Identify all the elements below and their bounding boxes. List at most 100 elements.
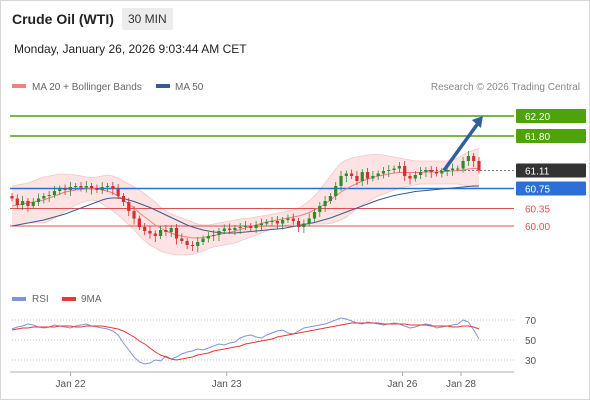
candle-body — [350, 173, 354, 176]
level-label-60.00: 60.00 — [525, 222, 550, 233]
candle-body — [90, 186, 94, 189]
candle-body — [291, 218, 295, 221]
candle-body — [259, 223, 264, 225]
candle-body — [196, 242, 200, 246]
candle-body — [392, 168, 396, 170]
level-label-61.11: 61.11 — [525, 167, 550, 178]
9ma-line — [11, 322, 480, 361]
candle-body — [413, 175, 417, 179]
candle-body — [158, 230, 163, 236]
bollinger-lower-line — [11, 183, 480, 256]
candle-body — [74, 186, 78, 187]
rsi-line — [11, 317, 480, 365]
ma50-legend-swatch — [156, 84, 170, 88]
candle-body — [201, 238, 205, 242]
level-badge-61.80 — [516, 129, 586, 143]
candle-body — [376, 173, 380, 176]
candle-body — [355, 176, 359, 181]
candle-body — [334, 186, 338, 196]
candle-body — [148, 231, 152, 234]
candle-body — [217, 231, 221, 235]
candle-body — [360, 172, 364, 181]
candle-body — [456, 168, 460, 170]
candle-body — [254, 225, 258, 228]
candle-body — [21, 201, 25, 205]
candle-body — [84, 186, 88, 188]
candle-body — [121, 196, 126, 202]
candle-body — [371, 176, 375, 179]
x-tick-label: Jan 26 — [387, 379, 417, 390]
candle-body — [10, 196, 14, 199]
rsi-tick-50: 50 — [525, 336, 537, 347]
candle-body — [307, 218, 311, 224]
rsi-legend-swatch — [12, 297, 26, 301]
rsi-tick-30: 30 — [525, 356, 537, 367]
candle-body — [381, 171, 386, 174]
candle-body — [185, 241, 189, 245]
candle-body — [26, 201, 30, 206]
ma20-legend-label: MA 20 + Bollinger Bands — [32, 82, 142, 93]
forecast-arrow-shaft — [442, 120, 481, 172]
candle-body — [42, 196, 46, 199]
x-tick-label: Jan 23 — [212, 379, 242, 390]
level-badge-60.75 — [516, 181, 586, 196]
candle-body — [47, 195, 51, 196]
candle-body — [79, 186, 83, 188]
forecast-arrow-head — [471, 116, 483, 128]
candle-body — [286, 218, 290, 220]
level-label-60.35: 60.35 — [525, 205, 550, 216]
candle-body — [461, 161, 465, 169]
candle-body — [95, 188, 99, 190]
candle-body — [403, 166, 407, 176]
price-plot-area: 62.20 61.80 61.11 60.75 60.35 60.00 — [10, 109, 586, 256]
candle-body — [249, 226, 253, 228]
candle-body — [116, 189, 120, 196]
ma50-line — [11, 185, 479, 234]
candle-body — [328, 196, 333, 201]
candle-body — [132, 211, 136, 219]
candle-body — [466, 156, 470, 161]
candle-body — [445, 170, 449, 171]
candle-body — [15, 198, 19, 205]
ma20-legend-swatch — [12, 84, 26, 88]
candle-body — [227, 228, 232, 230]
candle-body — [180, 238, 184, 241]
candle-body — [169, 228, 173, 232]
candle-body — [63, 188, 67, 190]
level-label-60.75: 60.75 — [525, 185, 550, 196]
candle-body — [302, 223, 306, 227]
candle-body — [296, 221, 301, 227]
candle-body — [424, 170, 428, 172]
candle-body — [153, 233, 157, 236]
candle-body — [387, 170, 391, 171]
instrument-title: Crude Oil (WTI) — [12, 11, 114, 27]
candle-body — [238, 227, 242, 228]
level-badge-62.20 — [516, 109, 586, 123]
candle-body — [397, 166, 401, 169]
rsi-plot-area: 30 50 70 — [11, 316, 537, 367]
level-label-62.20: 62.20 — [525, 112, 550, 123]
candle-body — [233, 228, 237, 230]
candle-body — [222, 228, 226, 231]
candle-body — [318, 206, 322, 212]
candle-body — [190, 245, 195, 246]
candle-body — [243, 226, 248, 227]
candle-body — [339, 176, 343, 186]
candle-body — [281, 220, 285, 224]
candle-body — [31, 202, 35, 206]
research-credit: Research © 2026 Trading Central — [431, 82, 580, 93]
candle-body — [111, 186, 115, 189]
candle-body — [100, 187, 104, 190]
candle-body — [127, 202, 131, 211]
timeframe-badge[interactable]: 30 MIN — [122, 8, 173, 30]
x-tick-label: Jan 22 — [56, 379, 86, 390]
candle-body — [408, 176, 412, 179]
level-badge-61.11 — [516, 163, 586, 178]
candle-body — [477, 161, 481, 171]
candle-body — [206, 236, 210, 239]
ma9-legend-swatch — [62, 297, 76, 301]
bollinger-upper-line — [11, 148, 480, 226]
candle-body — [472, 156, 476, 161]
candle-body — [52, 191, 57, 195]
